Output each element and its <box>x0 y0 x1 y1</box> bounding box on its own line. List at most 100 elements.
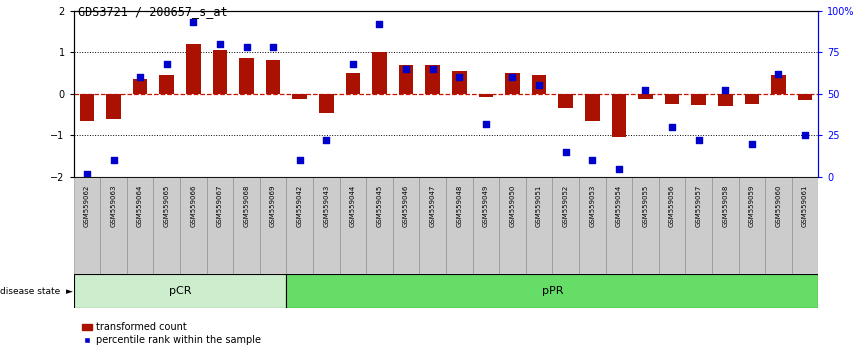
Legend: transformed count, percentile rank within the sample: transformed count, percentile rank withi… <box>79 319 265 349</box>
Bar <box>425 65 440 94</box>
Text: GSM559047: GSM559047 <box>430 185 436 227</box>
Bar <box>473 177 499 274</box>
Bar <box>638 94 653 99</box>
Bar <box>80 94 94 121</box>
Bar <box>712 177 739 274</box>
Bar <box>398 65 413 94</box>
Bar <box>605 177 632 274</box>
Bar <box>153 177 180 274</box>
Point <box>399 66 413 72</box>
Bar <box>239 58 254 94</box>
Text: GSM559061: GSM559061 <box>802 185 808 227</box>
Text: GSM559043: GSM559043 <box>323 185 329 227</box>
Bar <box>293 94 307 99</box>
Point <box>638 88 652 93</box>
Text: GSM559059: GSM559059 <box>749 185 755 227</box>
Bar <box>479 94 494 97</box>
Point <box>745 141 759 147</box>
Bar <box>233 177 260 274</box>
Bar <box>452 71 467 94</box>
Point <box>772 71 785 77</box>
Point <box>320 138 333 143</box>
Point <box>426 66 440 72</box>
Point <box>532 82 546 88</box>
Bar <box>346 73 360 94</box>
Text: GSM559062: GSM559062 <box>84 185 90 227</box>
Bar <box>212 50 227 94</box>
Point <box>506 74 520 80</box>
Bar <box>126 177 153 274</box>
Text: pPR: pPR <box>541 286 563 296</box>
Bar <box>393 177 419 274</box>
Bar <box>366 177 393 274</box>
Text: GSM559065: GSM559065 <box>164 185 170 227</box>
Text: GSM559056: GSM559056 <box>669 185 675 227</box>
Bar <box>798 94 812 100</box>
Text: GSM559069: GSM559069 <box>270 185 276 227</box>
Bar <box>739 177 766 274</box>
Bar <box>107 94 121 119</box>
Bar <box>659 177 685 274</box>
Point <box>665 124 679 130</box>
Text: GSM559045: GSM559045 <box>377 185 383 227</box>
Text: pCR: pCR <box>169 286 191 296</box>
Bar <box>579 177 605 274</box>
Text: GSM559064: GSM559064 <box>137 185 143 227</box>
Bar <box>585 94 599 121</box>
Bar <box>287 177 313 274</box>
Bar <box>718 94 733 106</box>
Point <box>559 149 572 155</box>
Bar <box>685 177 712 274</box>
Text: GSM559044: GSM559044 <box>350 185 356 227</box>
Point <box>159 61 173 67</box>
Point <box>133 74 147 80</box>
Text: GSM559067: GSM559067 <box>216 185 223 227</box>
Text: GSM559042: GSM559042 <box>297 185 303 227</box>
Point <box>186 19 200 25</box>
Point <box>479 121 493 127</box>
Bar <box>766 177 792 274</box>
Bar <box>745 94 759 104</box>
Bar <box>611 94 626 137</box>
Point <box>346 61 360 67</box>
Text: GSM559055: GSM559055 <box>643 185 649 227</box>
Bar <box>180 177 207 274</box>
Bar <box>339 177 366 274</box>
Bar <box>74 177 100 274</box>
Text: GSM559050: GSM559050 <box>509 185 515 227</box>
Bar <box>446 177 473 274</box>
Bar <box>100 177 126 274</box>
Text: GSM559063: GSM559063 <box>111 185 117 227</box>
Text: GSM559052: GSM559052 <box>563 185 569 227</box>
Bar <box>771 75 785 94</box>
Point <box>293 158 307 163</box>
Bar <box>559 94 573 108</box>
Bar <box>526 177 553 274</box>
Text: GSM559066: GSM559066 <box>191 185 197 227</box>
Text: disease state  ►: disease state ► <box>0 287 73 296</box>
Text: GSM559054: GSM559054 <box>616 185 622 227</box>
Point <box>80 171 94 177</box>
Bar <box>313 177 339 274</box>
Point <box>612 166 626 172</box>
Text: GSM559046: GSM559046 <box>403 185 409 227</box>
Bar <box>132 79 147 94</box>
Text: GSM559057: GSM559057 <box>695 185 701 227</box>
Bar <box>419 177 446 274</box>
Point <box>240 44 254 50</box>
Text: GSM559048: GSM559048 <box>456 185 462 227</box>
Text: GSM559058: GSM559058 <box>722 185 728 227</box>
Bar <box>499 177 526 274</box>
Text: GSM559060: GSM559060 <box>775 185 781 227</box>
Bar <box>260 177 287 274</box>
Bar <box>505 73 520 94</box>
Bar <box>691 94 706 105</box>
Point <box>692 138 706 143</box>
Point <box>452 74 466 80</box>
Text: GDS3721 / 208657_s_at: GDS3721 / 208657_s_at <box>78 5 228 18</box>
Text: GSM559049: GSM559049 <box>483 185 489 227</box>
Point <box>798 132 812 138</box>
Bar <box>665 94 680 104</box>
Bar <box>186 44 201 94</box>
Bar <box>159 75 174 94</box>
